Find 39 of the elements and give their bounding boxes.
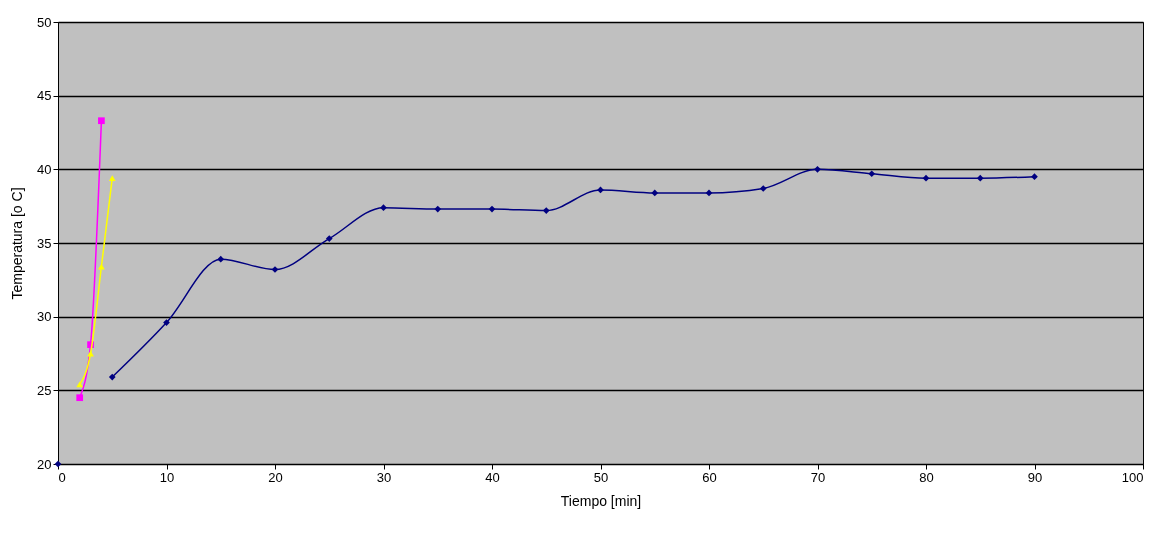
x-tick-label: 20 — [268, 469, 283, 485]
point — [814, 165, 821, 173]
point — [434, 205, 442, 213]
point — [217, 255, 225, 263]
x-tick-label: 80 — [919, 469, 934, 485]
x-tick-label: 30 — [376, 469, 392, 485]
y-axis-title: Temperatura [o C] — [9, 187, 26, 300]
point — [759, 185, 767, 192]
y-tick-label: 25 — [37, 382, 52, 398]
y-tick-label: 40 — [37, 161, 52, 177]
x-axis-title: Tiempo [min] — [560, 492, 642, 509]
y-tick-label: 30 — [37, 309, 52, 325]
x-tick-label: 90 — [1027, 469, 1043, 485]
x-tick-label: 40 — [485, 469, 500, 485]
point — [108, 373, 116, 381]
point — [488, 205, 496, 213]
y-tick-label: 50 — [37, 14, 52, 30]
point — [380, 204, 387, 211]
point — [1031, 173, 1038, 181]
point — [705, 189, 713, 197]
point — [651, 189, 659, 197]
x-tick-label: 10 — [159, 469, 175, 485]
point — [922, 174, 930, 182]
point — [98, 117, 105, 125]
y-tick-label: 45 — [37, 88, 52, 104]
y-tick-label: 35 — [37, 235, 52, 251]
x-tick-label: 100 — [1121, 469, 1144, 485]
x-tick-label: 70 — [810, 469, 826, 485]
y-tick-label: 20 — [37, 456, 52, 472]
x-tick-label: 60 — [702, 469, 717, 485]
point — [325, 235, 333, 242]
point — [868, 170, 876, 178]
point — [976, 174, 984, 182]
x-tick-label: 50 — [593, 469, 609, 485]
point — [108, 175, 116, 182]
point — [542, 207, 550, 214]
point — [76, 394, 84, 402]
x-tick-label: 0 — [58, 469, 66, 485]
point — [163, 319, 170, 326]
